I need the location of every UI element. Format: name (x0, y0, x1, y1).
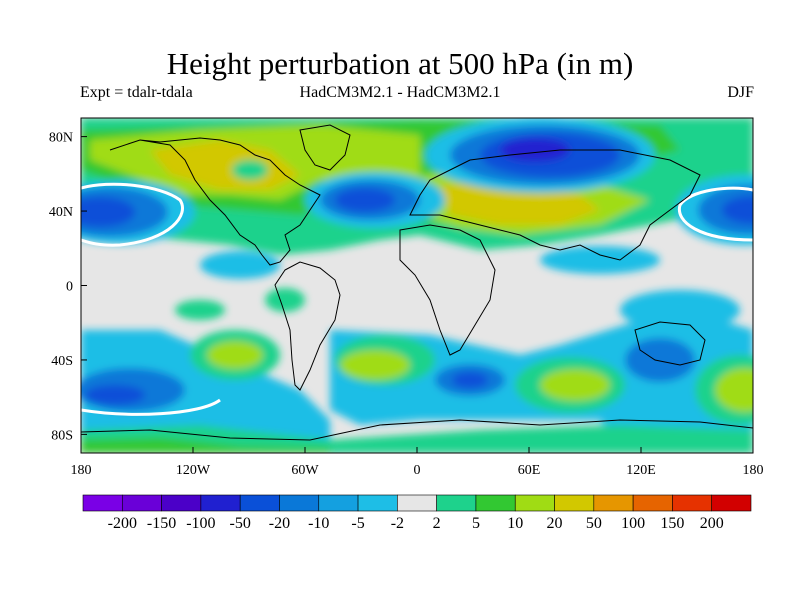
north-america-coast (109, 137, 321, 266)
sh-low-2 (625, 338, 695, 382)
greenland-spot (232, 160, 268, 180)
south-america-coast (274, 261, 341, 391)
colorbar-swatch (200, 494, 241, 512)
sh-low-3-core (85, 385, 145, 405)
colorbar-label: -2 (391, 515, 404, 532)
contour-fields (81, 118, 753, 453)
colorbar-swatch (239, 494, 280, 512)
subtitle-center: HadCM3M2.1 - HadCM3M2.1 (299, 84, 501, 101)
colorbar-label: 50 (586, 515, 602, 532)
colorbar-swatch (161, 494, 202, 512)
antarctica-coast (81, 419, 753, 441)
colorbar-swatch (554, 494, 595, 512)
colorbar: -200 -150 -100 -50 -20 -10 -5 -2 2 5 10 20 50 100 150 2… (82, 494, 752, 532)
sh-negative-band (81, 330, 330, 453)
arctic-low-deep (500, 138, 570, 162)
chart-title: Height perturbation at 500 hPa (in m) (166, 46, 634, 81)
colorbar-label: 100 (621, 515, 645, 532)
sh-polar-band (81, 425, 753, 453)
colorbar-label: 150 (660, 515, 684, 532)
colorbar-label: 2 (433, 515, 441, 532)
lat-ticks: 80N 40N 0 40S 80S (49, 131, 87, 443)
sh-polar-band-2 (81, 438, 330, 453)
sh-green-3-core (540, 369, 610, 401)
australia-coast (634, 321, 706, 366)
colorbar-swatch (711, 494, 752, 512)
lon-tick-label: 60W (291, 463, 319, 478)
lon-tick-label: 120E (626, 463, 656, 478)
npacific-low-core (81, 197, 135, 227)
colorbar-swatch (318, 494, 359, 512)
lat-tick-label: 80S (51, 428, 73, 443)
colorbar-swatch (279, 494, 320, 512)
colorbar-label: -10 (308, 515, 329, 532)
contour-map (81, 118, 753, 453)
colorbar-label: 200 (700, 515, 724, 532)
sh-low-1-core (452, 372, 488, 388)
sh-green-1-core (207, 341, 263, 369)
lat-tick-label: 0 (66, 280, 73, 295)
colorbar-label: -50 (230, 515, 251, 532)
tropical-green-1 (175, 300, 225, 320)
wpacific-low-core (722, 196, 753, 224)
sh-green-4-core (715, 368, 753, 412)
tropical-green-2 (265, 288, 305, 312)
colorbar-label: -100 (186, 515, 215, 532)
colorbar-swatch (121, 494, 162, 512)
greenland-coast (299, 124, 351, 171)
lon-tick-label: 0 (414, 463, 421, 478)
subtitle-left: Expt = tdalr-tdala (80, 84, 193, 101)
colorbar-swatch (397, 494, 437, 512)
colorbar-swatch (475, 494, 516, 512)
eurasia-coast (409, 149, 701, 261)
lat-tick-label: 40N (49, 205, 73, 220)
tropical-band-1 (200, 251, 280, 279)
lon-tick-label: 60E (518, 463, 541, 478)
atlantic-low-core (335, 188, 395, 212)
colorbar-swatch (672, 494, 713, 512)
lat-tick-label: 40S (51, 354, 73, 369)
lon-tick-label: 120W (176, 463, 211, 478)
lon-tick-label: 180 (71, 463, 92, 478)
colorbar-label: 20 (547, 515, 563, 532)
colorbar-label: -150 (147, 515, 176, 532)
tropical-band-2 (540, 246, 660, 274)
sh-green-2-core (340, 350, 410, 380)
colorbar-swatch (632, 494, 673, 512)
colorbar-label: -200 (108, 515, 137, 532)
lat-tick-label: 80N (49, 131, 73, 146)
colorbar-label: 10 (507, 515, 523, 532)
colorbar-swatch (514, 494, 555, 512)
colorbar-swatch (593, 494, 634, 512)
colorbar-swatch (436, 494, 477, 512)
coastlines (81, 124, 753, 441)
africa-coast (399, 224, 496, 356)
colorbar-label: -5 (351, 515, 364, 532)
lon-tick-label: 180 (743, 463, 764, 478)
zero-contours (81, 182, 753, 416)
colorbar-swatch (82, 494, 123, 512)
colorbar-label: -20 (269, 515, 290, 532)
lon-ticks: 180 120W 60W 0 60E 120E 180 (71, 447, 764, 478)
subtitle-right: DJF (727, 84, 754, 101)
colorbar-swatch (357, 494, 398, 512)
na-positive-core (150, 140, 300, 190)
colorbar-label: 5 (472, 515, 480, 532)
eurasia-positive-core (440, 182, 600, 225)
